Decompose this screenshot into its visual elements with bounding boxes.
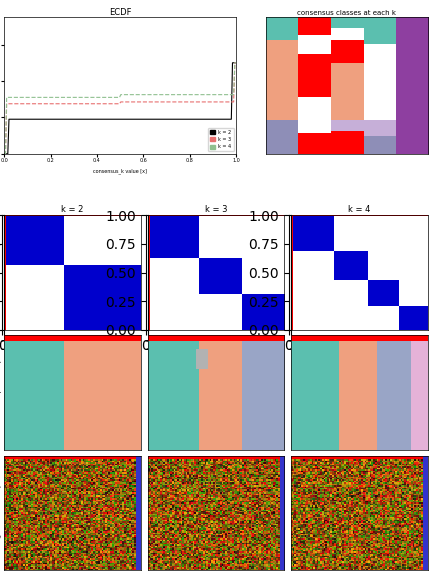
Y-axis label: signature heatmap: signature heatmap [0,483,2,543]
Legend: k = 2, k = 3, k = 4: k = 2, k = 3, k = 4 [208,128,234,151]
Title: consensus classes at each k: consensus classes at each k [297,9,396,16]
Title: k = 3: k = 3 [205,206,227,214]
X-axis label: consensus_k value [x]: consensus_k value [x] [93,169,147,174]
Y-axis label: consensus heatmap: consensus heatmap [0,241,2,304]
Y-axis label: membership heatmap: membership heatmap [0,358,2,428]
Title: k = 4: k = 4 [348,206,371,214]
Title: k = 2: k = 2 [61,206,84,214]
Title: ECDF: ECDF [109,7,131,17]
